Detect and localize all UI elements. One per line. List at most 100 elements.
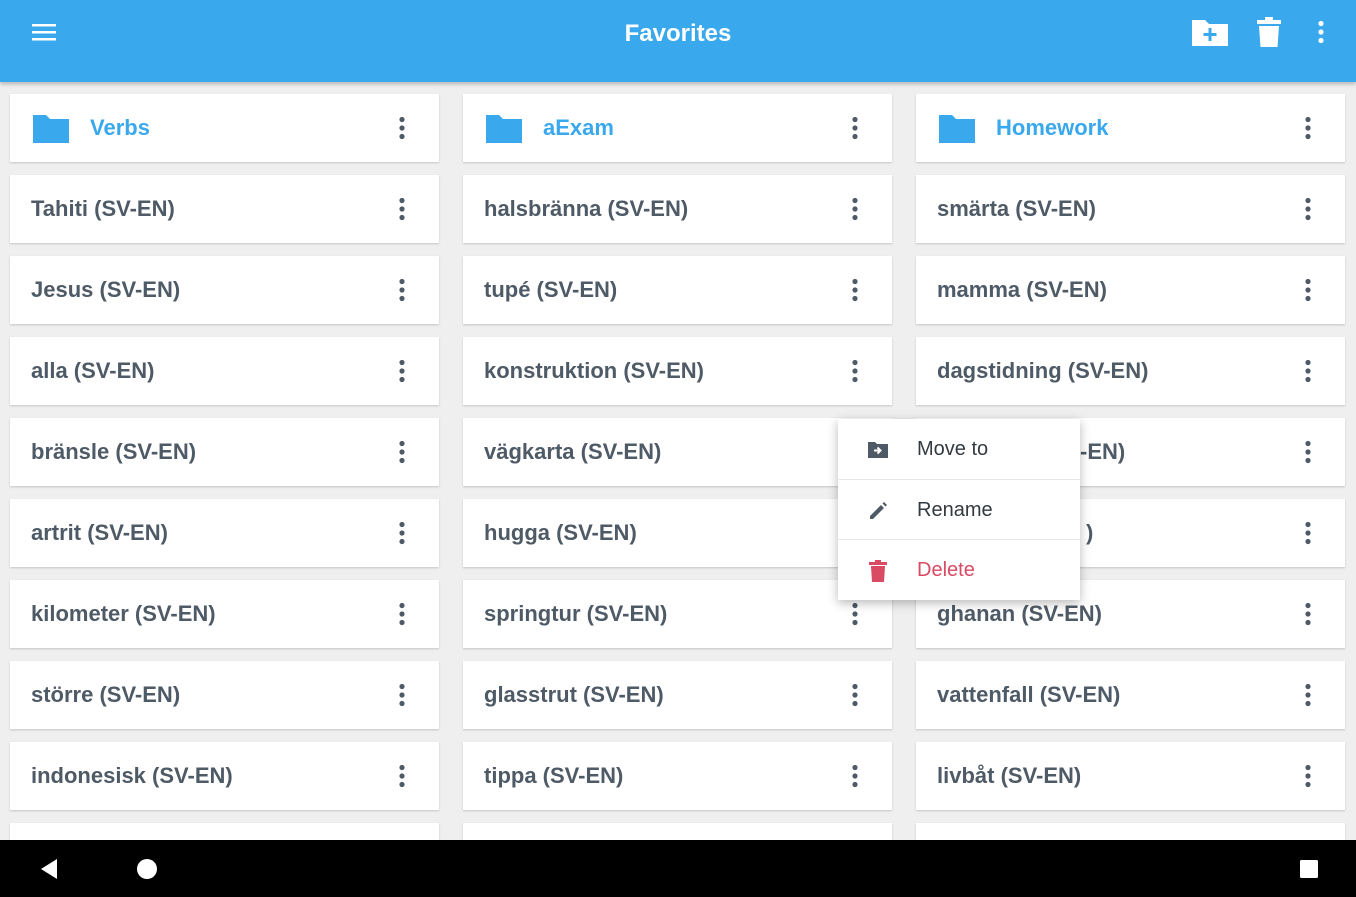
more-options-icon[interactable] (1296, 598, 1320, 630)
folder-card-homework[interactable]: Homework (916, 94, 1345, 162)
more-options-icon[interactable] (390, 112, 414, 144)
more-options-icon[interactable] (843, 355, 867, 387)
entry-label: tippa (SV-EN) (484, 763, 624, 788)
menu-item-move-to[interactable]: Move to (838, 419, 1080, 479)
folder-label: aExam (543, 115, 614, 140)
entry-label: vattenfall (SV-EN) (937, 682, 1121, 707)
app-bar: Favorites (0, 0, 1356, 82)
more-options-icon[interactable] (1296, 355, 1320, 387)
entry-card[interactable]: större (SV-EN) (10, 661, 439, 729)
entry-label: springtur (SV-EN) (484, 601, 668, 626)
folder-card-aexam[interactable]: aExam (463, 94, 892, 162)
entry-label: alla (SV-EN) (31, 358, 155, 383)
entry-card[interactable]: springtur (SV-EN) (463, 580, 892, 648)
entry-label: bränsle (SV-EN) (31, 439, 197, 464)
more-options-icon[interactable] (390, 517, 414, 549)
menu-item-rename[interactable]: Rename (838, 480, 1080, 540)
more-options-icon[interactable] (843, 274, 867, 306)
menu-item-label: Move to (917, 438, 989, 460)
folder-icon (32, 114, 70, 149)
entry-card[interactable]: dagstidning (SV-EN) (916, 337, 1345, 405)
entry-label: dagstidning (SV-EN) (937, 358, 1149, 383)
more-options-icon[interactable] (390, 274, 414, 306)
home-icon[interactable] (132, 854, 162, 884)
trash-icon[interactable] (1251, 14, 1287, 50)
more-options-icon[interactable] (390, 679, 414, 711)
entry-card[interactable]: vägkarta (SV-EN) (463, 418, 892, 486)
entry-card[interactable]: vattenfall (SV-EN) (916, 661, 1345, 729)
entry-card[interactable]: glasstrut (SV-EN) (463, 661, 892, 729)
entry-label: tupé (SV-EN) (484, 277, 618, 302)
more-options-icon[interactable] (1296, 517, 1320, 549)
folder-card-verbs[interactable]: Verbs (10, 94, 439, 162)
more-options-icon[interactable] (390, 598, 414, 630)
entry-label: ) (1086, 520, 1094, 545)
more-options-icon[interactable] (390, 355, 414, 387)
more-options-icon[interactable] (843, 193, 867, 225)
back-icon[interactable] (34, 854, 64, 884)
more-options-icon[interactable] (1296, 760, 1320, 792)
menu-item-label: Rename (917, 499, 993, 521)
folder-label: Homework (996, 115, 1109, 140)
entry-label: kilometer (SV-EN) (31, 601, 216, 626)
pencil-icon (866, 499, 890, 523)
entry-card[interactable]: Jesus (SV-EN) (10, 256, 439, 324)
entry-card[interactable]: ghanan (SV-EN) (916, 580, 1345, 648)
entry-label: indonesisk (SV-EN) (31, 763, 233, 788)
entry-card[interactable]: kilometer (SV-EN) (10, 580, 439, 648)
menu-item-label: Delete (917, 559, 975, 581)
menu-divider (838, 479, 1080, 480)
entry-card[interactable]: mamma (SV-EN) (916, 256, 1345, 324)
page-title: Favorites (624, 20, 732, 47)
entry-label: mamma (SV-EN) (937, 277, 1107, 302)
more-options-icon[interactable] (843, 112, 867, 144)
folder-icon (485, 114, 523, 149)
more-options-icon[interactable] (1296, 679, 1320, 711)
entry-label: Jesus (SV-EN) (31, 277, 181, 302)
entry-label: livbåt (SV-EN) (937, 763, 1082, 788)
more-options-icon[interactable] (390, 193, 414, 225)
entry-card[interactable]: smärta (SV-EN) (916, 175, 1345, 243)
entry-card[interactable]: bränsle (SV-EN) (10, 418, 439, 486)
more-options-icon[interactable] (843, 598, 867, 630)
entry-label: konstruktion (SV-EN) (484, 358, 705, 383)
entry-label: smärta (SV-EN) (937, 196, 1096, 221)
entry-card[interactable]: alla (SV-EN) (10, 337, 439, 405)
context-menu: Move to Rename Delete (838, 419, 1080, 600)
entry-card[interactable]: tupé (SV-EN) (463, 256, 892, 324)
entry-label: hugga (SV-EN) (484, 520, 637, 545)
new-folder-icon[interactable] (1190, 14, 1230, 50)
entry-card[interactable]: Tahiti (SV-EN) (10, 175, 439, 243)
more-options-icon[interactable] (843, 760, 867, 792)
entry-label: -EN) (1080, 439, 1126, 464)
entry-label: ghanan (SV-EN) (937, 601, 1103, 626)
folder-label: Verbs (90, 115, 150, 140)
entry-card[interactable]: tippa (SV-EN) (463, 742, 892, 810)
more-options-icon[interactable] (1296, 112, 1320, 144)
menu-item-delete[interactable]: Delete (838, 540, 1080, 600)
more-options-icon[interactable] (390, 760, 414, 792)
entry-card[interactable]: artrit (SV-EN) (10, 499, 439, 567)
more-options-icon[interactable] (390, 436, 414, 468)
hamburger-menu-icon[interactable] (26, 14, 62, 50)
entry-card[interactable]: konstruktion (SV-EN) (463, 337, 892, 405)
recents-icon[interactable] (1294, 854, 1324, 884)
overflow-menu-icon[interactable] (1303, 14, 1339, 50)
entry-label: större (SV-EN) (31, 682, 181, 707)
more-options-icon[interactable] (1296, 436, 1320, 468)
entry-label: Tahiti (SV-EN) (31, 196, 175, 221)
system-nav-bar (0, 840, 1356, 897)
entry-label: artrit (SV-EN) (31, 520, 168, 545)
folder-icon (938, 114, 976, 149)
entry-label: vägkarta (SV-EN) (484, 439, 662, 464)
more-options-icon[interactable] (843, 679, 867, 711)
menu-divider (838, 539, 1080, 540)
entry-card[interactable]: halsbränna (SV-EN) (463, 175, 892, 243)
entry-card[interactable]: indonesisk (SV-EN) (10, 742, 439, 810)
trash-icon (866, 559, 890, 583)
more-options-icon[interactable] (1296, 193, 1320, 225)
entry-card[interactable]: hugga (SV-EN) (463, 499, 892, 567)
entry-label: halsbränna (SV-EN) (484, 196, 689, 221)
entry-card[interactable]: livbåt (SV-EN) (916, 742, 1345, 810)
more-options-icon[interactable] (1296, 274, 1320, 306)
